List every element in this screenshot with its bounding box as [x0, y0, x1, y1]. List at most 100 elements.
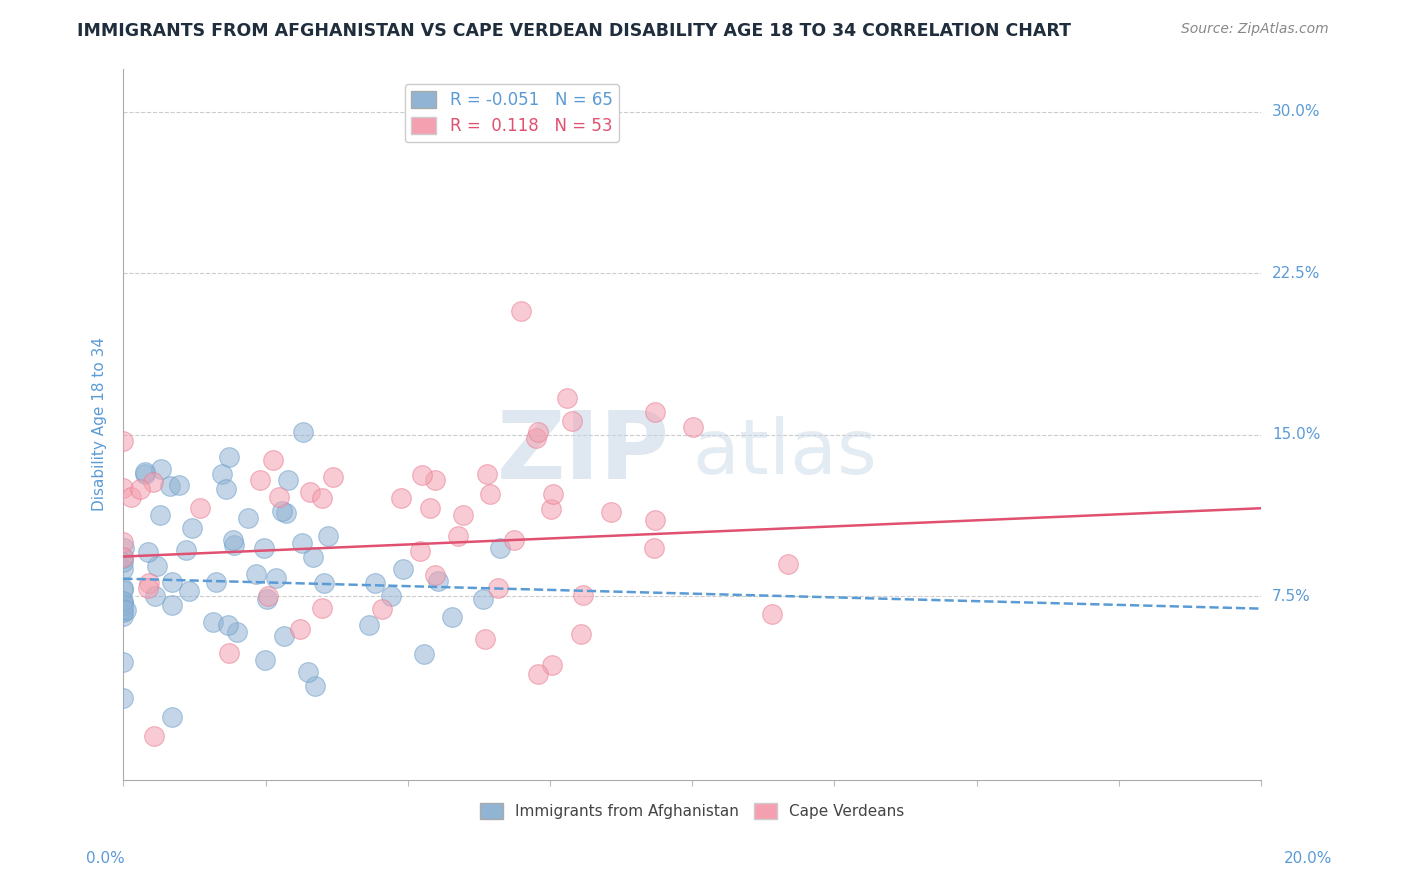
Point [557, 391, 579, 405]
Y-axis label: Disability Age 18 to 34: Disability Age 18 to 34 [93, 337, 107, 511]
Point [270, 504, 292, 518]
Point [112, 606, 135, 620]
Point [273, 629, 295, 643]
Point [486, 581, 509, 595]
Point [301, 550, 323, 565]
Point [205, 575, 228, 590]
Point [776, 558, 799, 572]
Point [411, 467, 433, 482]
Point [409, 544, 432, 558]
Point [413, 647, 436, 661]
Point [419, 500, 441, 515]
Text: IMMIGRANTS FROM AFGHANISTAN VS CAPE VERDEAN DISABILITY AGE 18 TO 34 CORRELATION : IMMIGRANTS FROM AFGHANISTAN VS CAPE VERD… [77, 22, 1071, 40]
Point [451, 508, 474, 523]
Point [225, 625, 247, 640]
Point [276, 507, 298, 521]
Point [218, 450, 240, 464]
Point [114, 603, 136, 617]
Text: Source: ZipAtlas.com: Source: ZipAtlas.com [1181, 22, 1329, 37]
Point [112, 691, 135, 706]
Point [267, 491, 290, 505]
Point [262, 452, 284, 467]
Point [427, 574, 450, 589]
Point [188, 501, 211, 516]
Point [112, 541, 135, 555]
Point [136, 581, 159, 595]
Point [540, 502, 562, 516]
Point [138, 576, 160, 591]
Text: 7.5%: 7.5% [1272, 589, 1310, 604]
Point [527, 425, 550, 439]
Point [540, 658, 562, 673]
Point [380, 589, 402, 603]
Point [112, 656, 135, 670]
Point [136, 545, 159, 559]
Point [371, 602, 394, 616]
Point [364, 576, 387, 591]
Point [160, 599, 183, 613]
Point [236, 511, 259, 525]
Point [160, 574, 183, 589]
Point [447, 529, 470, 543]
Point [440, 609, 463, 624]
Point [134, 465, 156, 479]
Point [526, 431, 548, 445]
Point [254, 653, 277, 667]
Text: atlas: atlas [692, 416, 877, 490]
Point [112, 593, 135, 607]
Point [312, 576, 335, 591]
Text: 30.0%: 30.0% [1272, 104, 1320, 120]
Point [215, 482, 238, 496]
Point [143, 729, 166, 743]
Point [159, 479, 181, 493]
Text: 15.0%: 15.0% [1272, 427, 1320, 442]
Point [502, 533, 524, 548]
Point [112, 602, 135, 616]
Point [477, 467, 499, 482]
Point [543, 487, 565, 501]
Point [761, 607, 783, 622]
Point [112, 551, 135, 566]
Point [277, 473, 299, 487]
Point [120, 490, 142, 504]
Point [643, 541, 665, 555]
Point [474, 632, 496, 646]
Point [167, 478, 190, 492]
Point [560, 414, 582, 428]
Point [298, 484, 321, 499]
Point [322, 470, 344, 484]
Point [572, 588, 595, 602]
Point [311, 600, 333, 615]
Point [423, 473, 446, 487]
Point [682, 419, 704, 434]
Point [112, 598, 135, 612]
Point [297, 665, 319, 679]
Point [211, 467, 233, 482]
Point [112, 581, 135, 595]
Point [112, 481, 135, 495]
Point [644, 513, 666, 527]
Point [257, 589, 280, 603]
Point [311, 491, 333, 506]
Point [569, 627, 592, 641]
Point [218, 646, 240, 660]
Point [600, 505, 623, 519]
Point [253, 541, 276, 556]
Point [290, 622, 312, 636]
Point [392, 562, 415, 576]
Point [256, 591, 278, 606]
Point [112, 555, 135, 569]
Point [423, 567, 446, 582]
Point [479, 487, 502, 501]
Point [222, 533, 245, 547]
Point [180, 521, 202, 535]
Point [134, 467, 156, 481]
Point [112, 562, 135, 576]
Text: 22.5%: 22.5% [1272, 266, 1320, 281]
Point [112, 434, 135, 449]
Legend: Immigrants from Afghanistan, Cape Verdeans: Immigrants from Afghanistan, Cape Verdea… [474, 797, 911, 825]
Point [174, 542, 197, 557]
Point [391, 491, 413, 505]
Text: 0.0%: 0.0% [86, 851, 125, 865]
Point [112, 595, 135, 609]
